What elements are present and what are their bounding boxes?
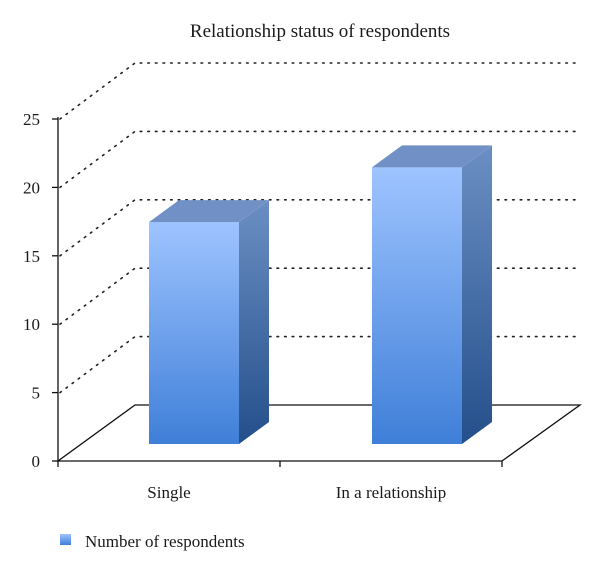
bar (149, 200, 269, 444)
bar-top (149, 200, 269, 223)
gridline (59, 335, 581, 394)
y-tick-label: 15 (23, 247, 40, 266)
gridline (59, 267, 581, 325)
y-tick-label: 10 (23, 315, 40, 334)
bar (372, 145, 492, 445)
x-axis-labels: Single In a relationship (147, 483, 446, 502)
y-tick-label: 25 (23, 110, 40, 129)
legend: Number of respondents (60, 532, 245, 551)
bars (149, 145, 492, 445)
y-tick-label: 0 (32, 452, 41, 471)
x-category-label: Single (147, 483, 190, 502)
bar-side (462, 145, 492, 445)
y-tick-label: 20 (23, 178, 40, 197)
x-category-label: In a relationship (336, 483, 446, 502)
axes (56, 117, 583, 467)
bar-front (372, 167, 462, 445)
chart-title: Relationship status of respondents (190, 21, 450, 42)
bar-top (372, 145, 492, 168)
bar-side (239, 200, 269, 444)
legend-label: Number of respondents (85, 532, 245, 551)
y-axis-ticks: 0 5 10 15 20 25 (23, 110, 58, 471)
gridline (59, 62, 581, 120)
legend-swatch (60, 534, 71, 545)
floor-plane (56, 404, 583, 462)
gridline (59, 199, 581, 257)
gridline (59, 130, 581, 189)
bar-front (149, 222, 239, 444)
y-tick-label: 5 (32, 384, 41, 403)
gridlines (59, 62, 581, 394)
